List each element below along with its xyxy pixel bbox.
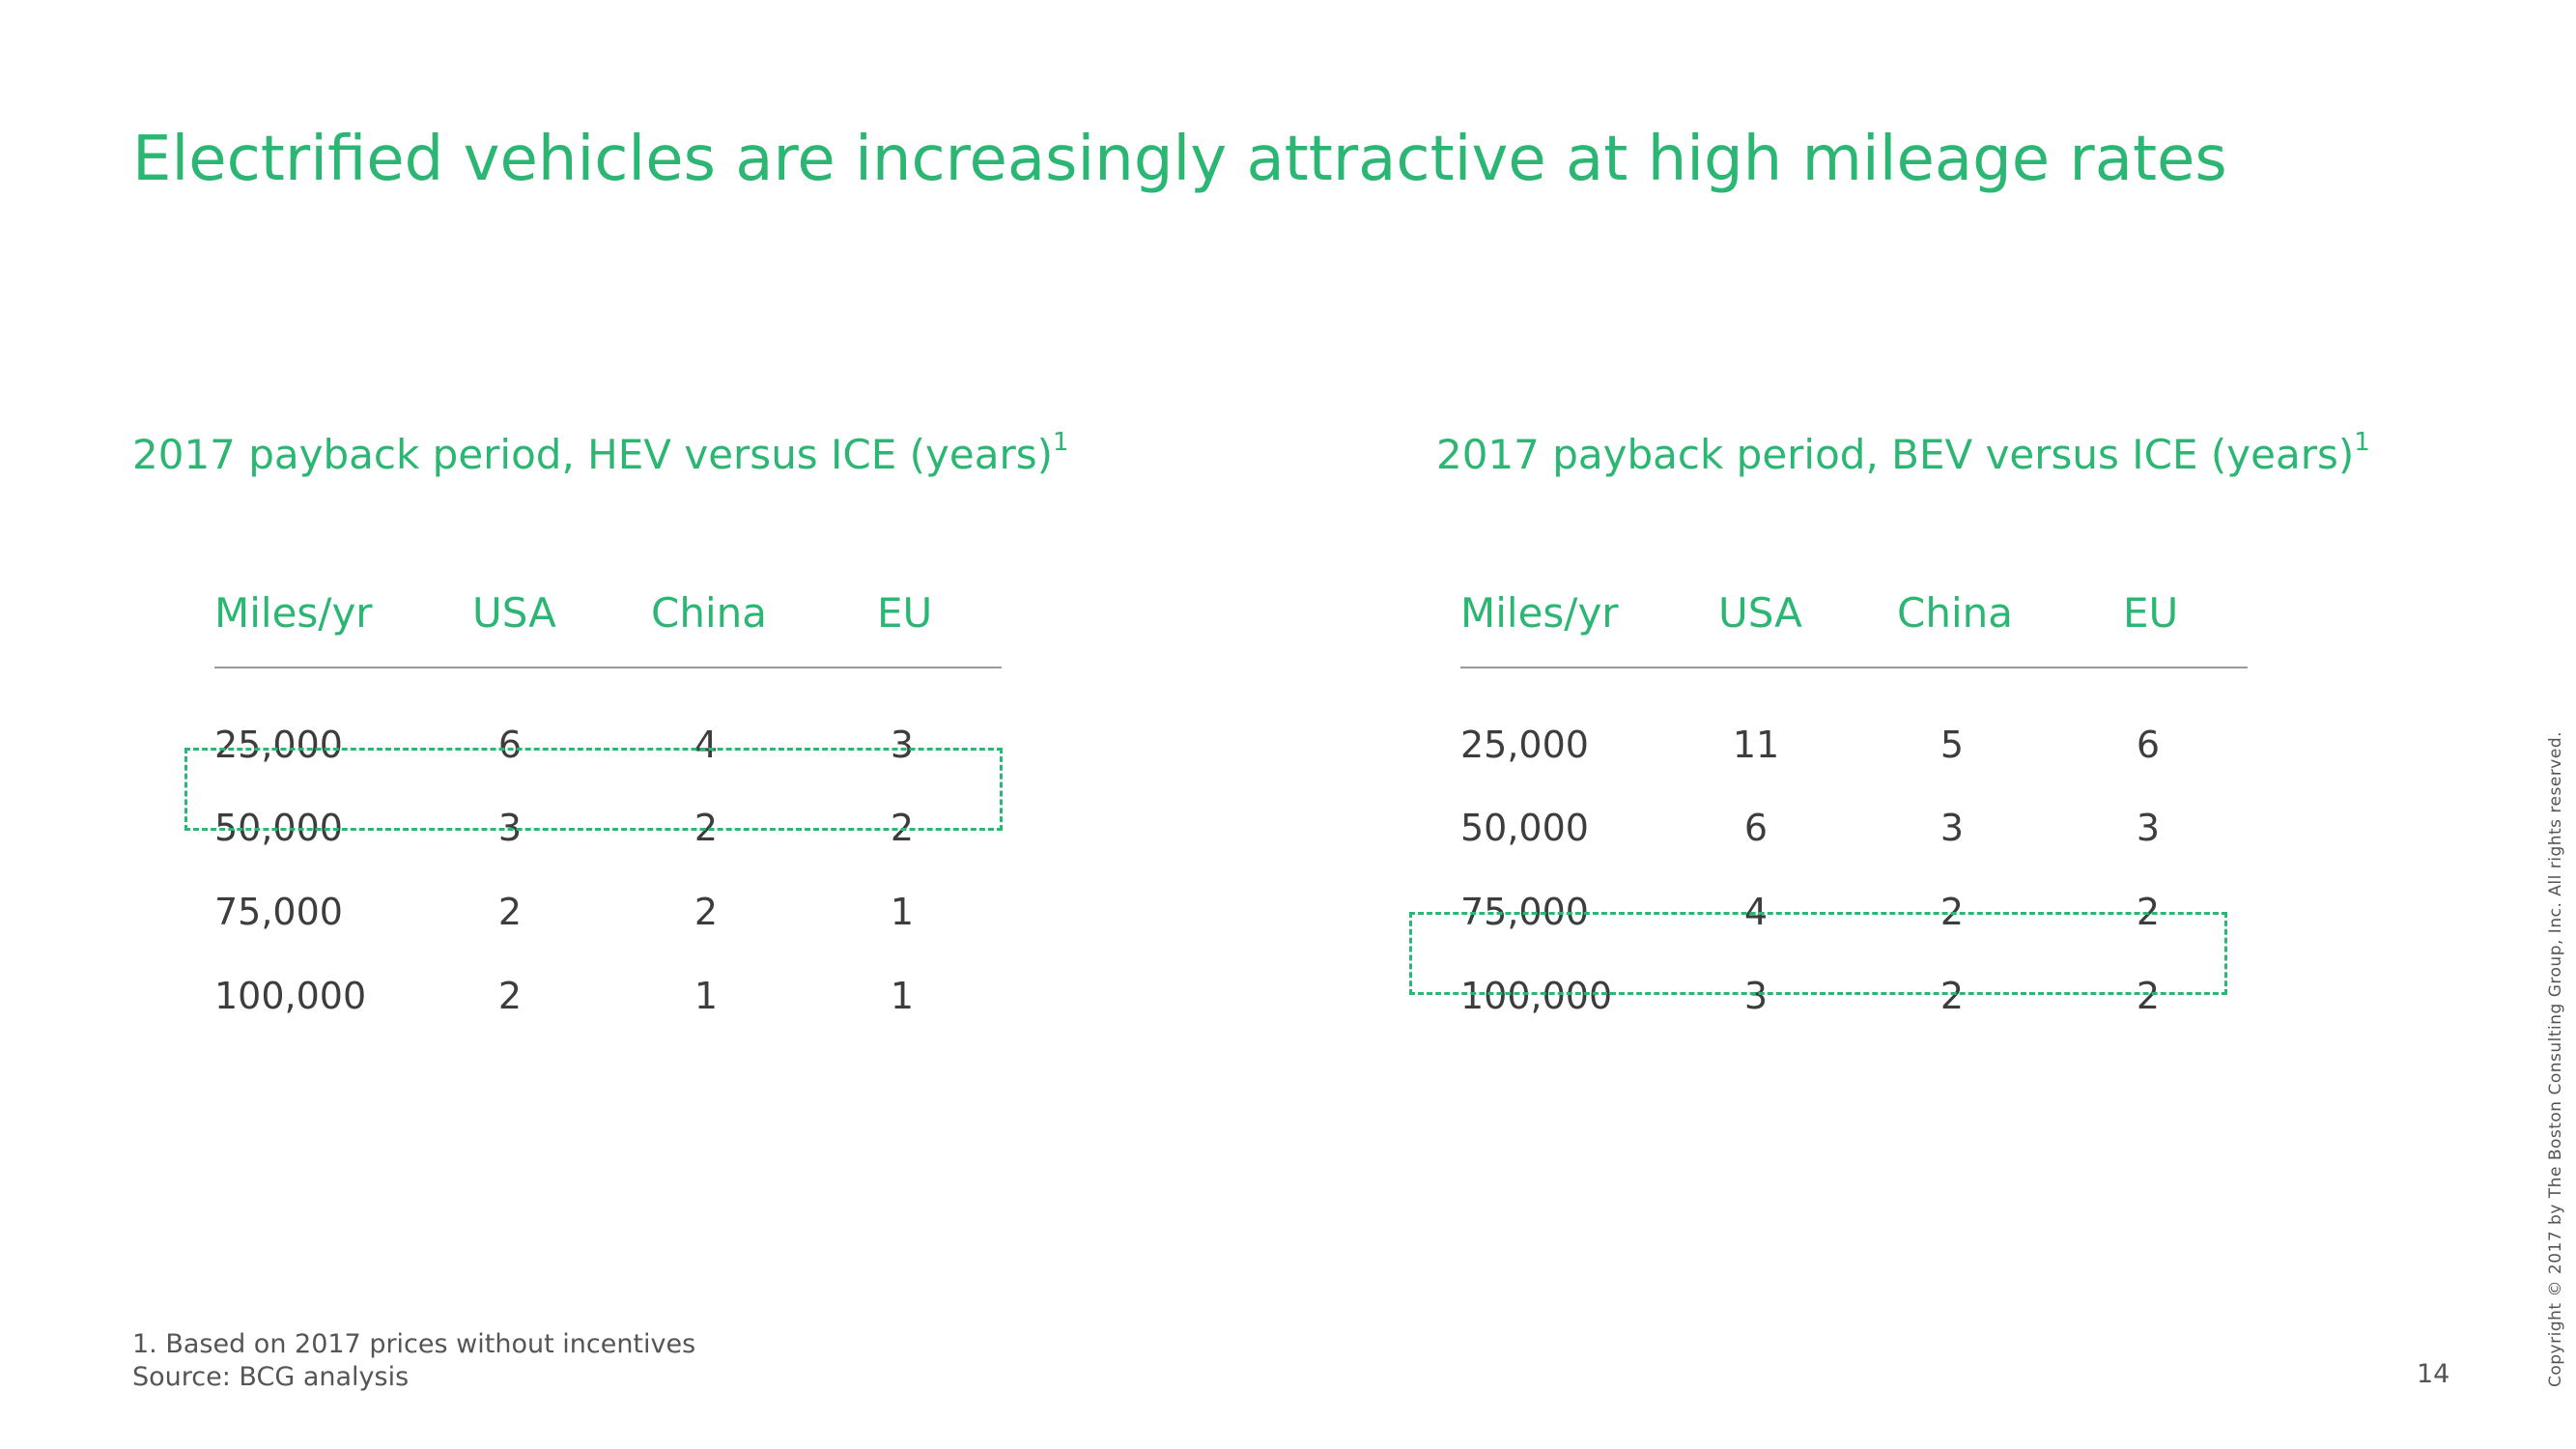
eu-cell: 1 <box>890 975 915 1017</box>
china-cell: 4 <box>694 724 719 766</box>
copyright-notice: Copyright © 2017 by The Boston Consultin… <box>2546 730 2565 1387</box>
usa-cell: 11 <box>1732 724 1780 766</box>
source-note: Source: BCG analysis <box>132 1362 410 1392</box>
left-panel-title: 2017 payback period, HEV versus ICE (yea… <box>132 428 1069 478</box>
left-panel-footnote-marker: 1 <box>1053 428 1069 457</box>
left-panel-title-text: 2017 payback period, HEV versus ICE (yea… <box>132 431 1053 478</box>
china-cell: 2 <box>1939 975 1965 1017</box>
col-header-eu: EU <box>2123 589 2179 637</box>
col-header-usa: USA <box>1718 589 1802 637</box>
miles-cell: 50,000 <box>1460 807 1589 849</box>
page-number: 14 <box>2417 1359 2450 1389</box>
china-cell: 1 <box>694 975 719 1017</box>
header-rule <box>1460 667 2248 668</box>
eu-cell: 3 <box>890 724 915 766</box>
slide-title: Electrified vehicles are increasingly at… <box>132 124 2227 195</box>
left-highlight-box <box>184 748 1003 831</box>
col-header-eu: EU <box>877 589 933 637</box>
usa-cell: 6 <box>497 724 523 766</box>
china-cell: 3 <box>1939 807 1965 849</box>
right-highlight-box <box>1409 912 2227 995</box>
miles-cell: 75,000 <box>214 891 343 933</box>
eu-cell: 2 <box>2136 975 2161 1017</box>
usa-cell: 2 <box>497 975 523 1017</box>
usa-cell: 6 <box>1743 807 1769 849</box>
usa-cell: 3 <box>1743 975 1769 1017</box>
usa-cell: 2 <box>497 891 523 933</box>
footnote: 1. Based on 2017 prices without incentiv… <box>132 1329 696 1359</box>
right-panel-title: 2017 payback period, BEV versus ICE (yea… <box>1436 428 2370 478</box>
header-rule <box>214 667 1002 668</box>
col-header-miles: Miles/yr <box>1460 589 1619 637</box>
eu-cell: 3 <box>2136 807 2161 849</box>
right-panel-title-text: 2017 payback period, BEV versus ICE (yea… <box>1436 431 2355 478</box>
col-header-china: China <box>1897 589 2013 637</box>
col-header-china: China <box>651 589 767 637</box>
miles-cell: 100,000 <box>214 975 367 1017</box>
china-cell: 5 <box>1939 724 1965 766</box>
china-cell: 2 <box>694 891 719 933</box>
eu-cell: 1 <box>890 891 915 933</box>
col-header-miles: Miles/yr <box>214 589 373 637</box>
miles-cell: 100,000 <box>1460 975 1613 1017</box>
miles-cell: 25,000 <box>214 724 343 766</box>
col-header-usa: USA <box>472 589 556 637</box>
eu-cell: 6 <box>2136 724 2161 766</box>
right-panel-footnote-marker: 1 <box>2354 428 2370 457</box>
miles-cell: 25,000 <box>1460 724 1589 766</box>
